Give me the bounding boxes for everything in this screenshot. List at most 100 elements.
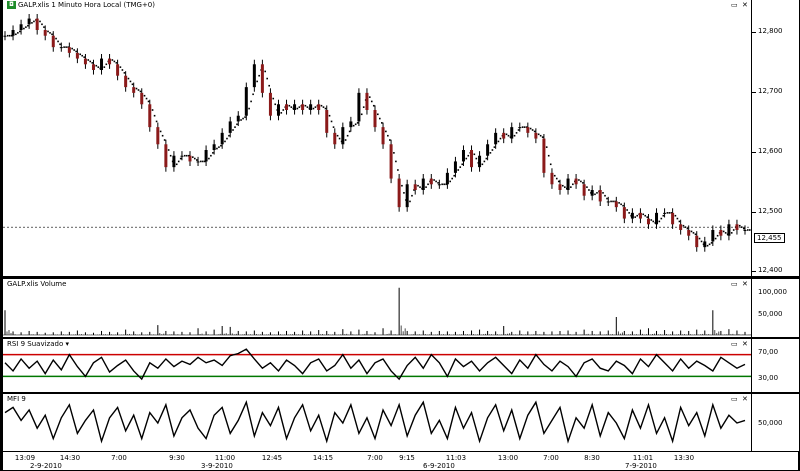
price-candle xyxy=(429,178,433,185)
price-candle xyxy=(671,212,675,225)
price-candle xyxy=(646,218,650,225)
price-tick-dot xyxy=(553,174,556,177)
x-date-label: 6-9-2010 xyxy=(423,462,455,470)
price-tick-dot xyxy=(674,214,677,217)
price-candle xyxy=(124,75,128,88)
price-candle xyxy=(534,132,538,139)
price-tick-dot xyxy=(95,64,98,67)
price-candle xyxy=(421,178,425,190)
price-tick-dot xyxy=(505,133,508,136)
mfi-minimize-icon[interactable]: ▭ xyxy=(731,395,738,403)
price-tick-dot xyxy=(57,40,59,43)
rsi-close-icon[interactable]: ✕ xyxy=(742,340,748,348)
price-tick-dot xyxy=(557,180,560,183)
price-tick-dot xyxy=(183,154,186,157)
x-date-label: 3-9-2010 xyxy=(201,462,233,470)
volume-close-icon[interactable]: ✕ xyxy=(742,280,748,288)
mfi-close-icon[interactable]: ✕ xyxy=(742,395,748,403)
price-tick-dot xyxy=(258,74,260,77)
price-tick-dot xyxy=(570,186,572,188)
price-candle xyxy=(502,132,506,139)
price-tick-dot xyxy=(27,24,29,27)
mfi-title: MFI 9 xyxy=(7,395,26,403)
price-tick-dot xyxy=(747,229,749,231)
price-tick-dot xyxy=(282,109,285,111)
price-tick-dot xyxy=(143,94,146,97)
price-tick-dot xyxy=(356,122,359,124)
price-tick-dot xyxy=(580,180,582,183)
price-tick-dot xyxy=(437,182,439,184)
price-tick-dot xyxy=(161,134,164,137)
price-tick-dot xyxy=(360,113,363,116)
price-candle xyxy=(703,241,707,248)
price-candle xyxy=(228,121,232,133)
price-candle xyxy=(196,161,200,163)
price-ytick: 12,700 xyxy=(758,87,783,95)
price-tick-dot xyxy=(111,59,114,61)
price-tick-dot xyxy=(682,224,685,227)
price-tick-dot xyxy=(320,104,323,107)
mfi-pane[interactable]: MFI 9 ▭ ✕ xyxy=(3,394,751,451)
price-tick-dot xyxy=(175,163,178,166)
price-tick-dot xyxy=(372,104,375,107)
price-tick-dot xyxy=(499,137,502,140)
price-candle xyxy=(413,184,417,190)
x-tick-label: 13:00 xyxy=(497,454,519,462)
price-tick-dot xyxy=(39,20,41,23)
price-candle xyxy=(43,30,47,36)
price-close-icon[interactable]: ✕ xyxy=(742,1,748,9)
price-tick-dot xyxy=(646,216,649,218)
x-tick-label: 11:00 xyxy=(214,454,236,462)
price-tick-dot xyxy=(41,23,43,26)
price-candle xyxy=(453,161,457,173)
price-candle xyxy=(727,224,731,236)
x-tick-label: 9:15 xyxy=(399,454,415,462)
price-tick-dot xyxy=(417,184,419,187)
volume-plot xyxy=(3,287,751,336)
price-tick-dot xyxy=(232,129,234,131)
price-tick-dot xyxy=(690,230,693,233)
volume-pane[interactable]: GALP.xlis Volume ▭ ✕ xyxy=(3,279,751,337)
price-tick-dot xyxy=(541,136,544,138)
price-tick-dot xyxy=(582,182,584,184)
price-candle xyxy=(140,92,144,105)
price-pane[interactable]: ◘ GALP.xlis 1 Minuto Hora Local (TMG+0) ▭… xyxy=(3,0,751,276)
price-tick-dot xyxy=(596,192,598,194)
price-tick-dot xyxy=(698,237,701,240)
price-tick-dot xyxy=(51,33,53,36)
price-tick-dot xyxy=(459,166,462,168)
volume-minimize-icon[interactable]: ▭ xyxy=(731,280,738,288)
price-tick-dot xyxy=(692,232,695,234)
price-candle xyxy=(75,52,79,59)
price-tick-dot xyxy=(676,217,679,220)
price-candle xyxy=(494,132,498,145)
price-tick-dot xyxy=(115,62,118,64)
rsi-minimize-icon[interactable]: ▭ xyxy=(731,340,738,348)
price-tick-dot xyxy=(306,106,309,108)
price-tick-dot xyxy=(642,213,645,216)
rsi-ytick: 70,00 xyxy=(758,348,779,356)
price-tick-dot xyxy=(314,106,317,108)
price-tick-dot xyxy=(594,193,596,196)
price-tick-dot xyxy=(131,83,134,86)
price-candle xyxy=(461,150,465,162)
price-tick-dot xyxy=(381,122,383,124)
rsi-dropdown-icon[interactable]: ▾ xyxy=(65,340,69,348)
price-tick-dot xyxy=(387,134,389,137)
price-candle xyxy=(510,127,514,139)
price-minimize-icon[interactable]: ▭ xyxy=(731,1,738,9)
price-tick-dot xyxy=(515,132,518,134)
price-candle xyxy=(268,92,272,116)
price-tick-dot xyxy=(19,30,21,33)
price-candle xyxy=(108,58,112,65)
price-candle xyxy=(526,127,530,133)
price-tick-dot xyxy=(537,133,540,136)
rsi-pane[interactable]: RSI 9 Suavizado ▾ ▭ ✕ xyxy=(3,339,751,392)
rsi-axis: 70,00 30,00 xyxy=(751,339,799,392)
data-source-icon: ◘ xyxy=(7,1,16,9)
price-tick-dot xyxy=(660,217,663,220)
price-tick-dot xyxy=(288,104,291,107)
price-tick-dot xyxy=(252,93,254,96)
price-candle xyxy=(695,235,699,248)
price-tick-dot xyxy=(457,169,460,171)
